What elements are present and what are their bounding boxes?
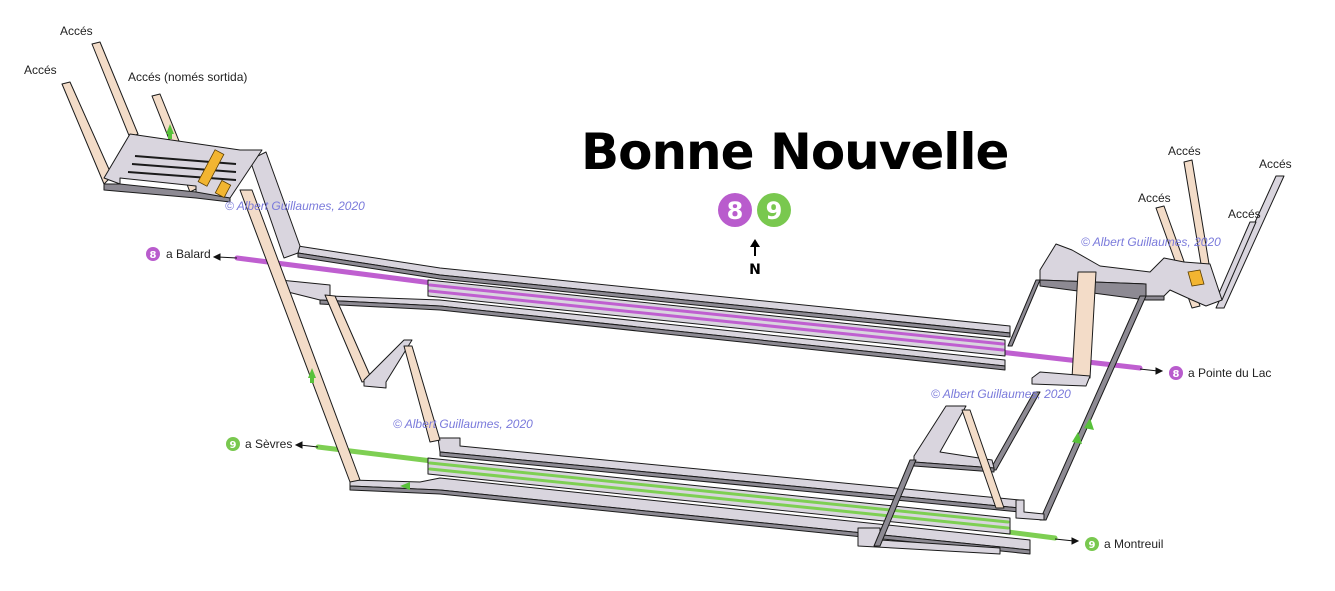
east-up-arrow-2 bbox=[1072, 432, 1082, 444]
west-hall-slab-side bbox=[103, 183, 231, 203]
exit-direction-arrow bbox=[166, 124, 174, 134]
line8-west-badge-label: 8 bbox=[150, 250, 157, 261]
direction-labels: 8 a Balard 8 a Pointe du Lac 9 a Sèvres … bbox=[146, 247, 1271, 551]
west-exit-only-label: Accés (només sortida) bbox=[128, 70, 247, 84]
west-access-hall bbox=[61, 41, 410, 490]
line8-east-badge-label: 8 bbox=[1173, 369, 1180, 380]
east-access-1-passage bbox=[1183, 159, 1211, 271]
west-long-corridor bbox=[239, 189, 361, 483]
east-hall-slab-side bbox=[1039, 279, 1165, 301]
line9-west-badge bbox=[226, 437, 240, 451]
west-access-1-passage bbox=[61, 81, 113, 185]
west-access-2-label: Accés bbox=[60, 24, 93, 38]
west-access-2-passage bbox=[91, 41, 139, 139]
line8-track-mid2 bbox=[428, 289, 1005, 352]
east-line8-connector bbox=[1031, 371, 1091, 387]
line8-badge bbox=[718, 193, 752, 227]
line9-platform-structure bbox=[315, 437, 1058, 555]
copyright-4: © Albert Guillaumes, 2020 bbox=[393, 417, 533, 431]
line8-badge-label: 8 bbox=[727, 197, 744, 225]
east-diagonal-wall-1 bbox=[1007, 279, 1041, 347]
line8-north-wall-side bbox=[297, 252, 1011, 338]
west-escalator-2 bbox=[214, 179, 232, 199]
east-diagonal-wall-2 bbox=[1039, 295, 1147, 521]
line8-track-east bbox=[997, 349, 1143, 371]
line9-east-badge bbox=[1085, 537, 1099, 551]
west-escalator-1 bbox=[197, 149, 225, 187]
east-escalator bbox=[1187, 269, 1205, 287]
line9-badge bbox=[757, 193, 791, 227]
line9-west-arrowhead bbox=[294, 441, 303, 449]
line8-track-mid1 bbox=[428, 283, 1005, 346]
line8-east-arrowhead bbox=[1155, 367, 1164, 375]
west-corridors bbox=[239, 151, 441, 483]
line9-track-mid2 bbox=[428, 467, 1010, 530]
line8-south-wall-side bbox=[319, 299, 1006, 371]
platform9-direction-arrow bbox=[400, 482, 410, 490]
line8-south-wall bbox=[279, 279, 1006, 367]
east-access-3-label: Accés bbox=[1138, 191, 1171, 205]
line9-east-label: a Montreuil bbox=[1104, 537, 1163, 551]
west-connector-stair bbox=[403, 345, 441, 443]
line8-platform-structure bbox=[234, 245, 1143, 371]
east-stair-to-line8 bbox=[1071, 271, 1097, 379]
corridor-direction-arrow bbox=[308, 368, 316, 378]
west-access-1-label: Accés bbox=[24, 63, 57, 77]
east-access-4-label: Accés bbox=[1228, 207, 1261, 221]
line8-east-label: a Pointe du Lac bbox=[1188, 366, 1271, 380]
line8-east-arrow bbox=[1139, 368, 1159, 372]
line9-east-badge-label: 9 bbox=[1089, 540, 1096, 551]
line8-west-arrowhead bbox=[212, 253, 221, 261]
line-badges: 8 9 bbox=[718, 193, 791, 227]
line8-east-badge bbox=[1169, 366, 1183, 380]
east-long-wall bbox=[873, 459, 917, 547]
line9-west-arrow bbox=[299, 444, 319, 448]
line8-west-label: a Balard bbox=[166, 247, 211, 261]
line9-east-arrowhead bbox=[1071, 537, 1080, 545]
east-up-arrow bbox=[1084, 418, 1094, 430]
east-access-hall bbox=[873, 159, 1285, 547]
line9-badge-label: 9 bbox=[766, 197, 783, 225]
east-mid-stair bbox=[961, 409, 1005, 509]
line8-west-arrow bbox=[217, 256, 238, 259]
west-mid-stair bbox=[324, 294, 373, 383]
west-connector-block bbox=[363, 339, 413, 389]
line9-west-badge-label: 9 bbox=[230, 440, 237, 451]
line9-east-arrow bbox=[1054, 538, 1075, 542]
corridor-direction-arrow-stem bbox=[310, 377, 314, 383]
east-access-1-label: Accés bbox=[1168, 144, 1201, 158]
east-access-4-passage bbox=[1215, 221, 1257, 301]
exit-direction-arrow-stem bbox=[168, 133, 172, 139]
north-label: N bbox=[749, 262, 761, 278]
east-access-2-label: Accés bbox=[1259, 157, 1292, 171]
copyright-3: © Albert Guillaumes, 2020 bbox=[931, 387, 1071, 401]
line9-track-west bbox=[315, 444, 443, 465]
station-title: Bonne Nouvelle bbox=[581, 123, 1009, 181]
access-labels: Accés Accés Accés (només sortida) Accés … bbox=[24, 24, 1292, 221]
copyright-1: © Albert Guillaumes, 2020 bbox=[225, 199, 365, 213]
line8-west-badge bbox=[146, 247, 160, 261]
line9-west-label: a Sèvres bbox=[245, 437, 292, 451]
line9-south-wall-side bbox=[349, 485, 1031, 555]
north-arrowhead bbox=[750, 239, 760, 247]
copyright-2: © Albert Guillaumes, 2020 bbox=[1081, 235, 1221, 249]
east-diagonal-wall-3 bbox=[989, 391, 1041, 471]
north-indicator: N bbox=[749, 239, 761, 278]
line9-east-block bbox=[857, 527, 1001, 555]
line9-track-mid1 bbox=[428, 461, 1010, 524]
west-corridor-wall bbox=[249, 151, 301, 259]
copyright-watermarks: © Albert Guillaumes, 2020 © Albert Guill… bbox=[225, 199, 1221, 431]
line9-east-end-block bbox=[1015, 499, 1045, 521]
